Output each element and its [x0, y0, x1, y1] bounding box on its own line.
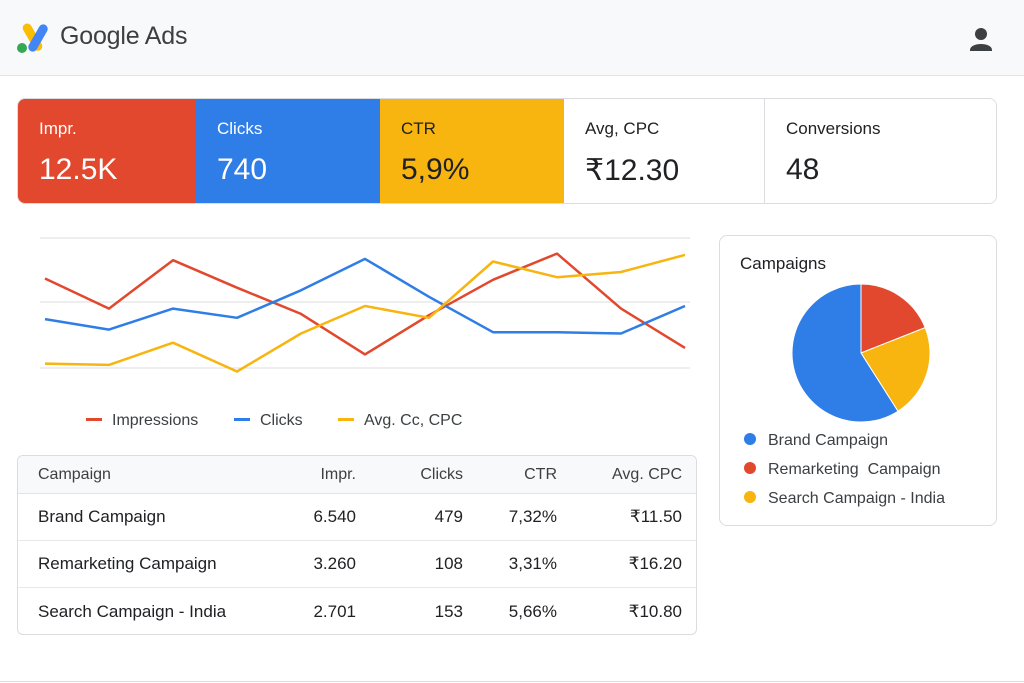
person-icon[interactable]: [964, 22, 998, 56]
legend-swatch: [744, 433, 756, 446]
pie-legend-brand-campaign[interactable]: Brand Campaign: [744, 432, 888, 450]
legend-swatch: [744, 491, 756, 504]
clicks-cell: 153: [434, 601, 463, 621]
clicks-cell: 479: [434, 507, 463, 526]
clicks-cell: 108: [434, 554, 463, 573]
kpi-conversions[interactable]: Conversions 48: [765, 99, 996, 203]
kpi-strip: Impr. 12.5K Clicks 740 CTR 5,9% Avg, CPC…: [17, 98, 997, 204]
kpi-label: Clicks: [217, 119, 263, 138]
top-bar: Google Ads: [0, 0, 1024, 76]
bottom-divider: [0, 681, 1024, 682]
legend-swatch: [86, 417, 102, 421]
legend-swatch: [338, 417, 354, 421]
legend-label: Impressions: [112, 412, 199, 429]
series-line-impressions[interactable]: [44, 252, 686, 356]
kpi-label: Avg, CPC: [585, 119, 660, 138]
pie-slice-brand-campaign[interactable]: [791, 283, 899, 423]
pie-legend-label: Remarketing Campaign: [768, 461, 941, 478]
campaign-name[interactable]: Brand Campaign: [38, 507, 166, 526]
kpi-label: CTR: [401, 119, 436, 138]
kpi-value: 48: [786, 153, 820, 186]
avg-cpc-cell: ₹11.50: [629, 507, 682, 526]
legend-swatch: [234, 417, 250, 421]
pie-slice-remarketing-campaign[interactable]: [860, 283, 926, 354]
kpi-value: 12.5K: [39, 153, 118, 186]
column-header-ctr[interactable]: CTR: [524, 465, 557, 483]
legend-item-clicks[interactable]: Clicks: [234, 412, 303, 430]
pie-legend-search-campaign-india[interactable]: Search Campaign - India: [744, 490, 945, 508]
impressions-cell: 6.540: [313, 507, 356, 526]
impressions-cell: 2.701: [313, 601, 356, 621]
ctr-cell: 5,66%: [508, 601, 557, 621]
kpi-ctr[interactable]: CTR 5,9%: [380, 99, 564, 203]
ctr-cell: 7,32%: [508, 507, 557, 526]
pie-legend-label: Brand Campaign: [768, 432, 889, 449]
kpi-value: 740: [217, 153, 268, 186]
app-title[interactable]: Google Ads: [60, 22, 188, 50]
campaigns-pie-chart: [791, 283, 931, 423]
google-ads-logo-icon[interactable]: [16, 22, 50, 54]
campaign-table: Campaign Impr. Clicks CTR Avg. CPC Brand…: [17, 455, 697, 635]
pie-legend-remarketing-campaign[interactable]: Remarketing Campaign: [744, 461, 941, 479]
table-row[interactable]: Search Campaign - India 2.701 153 5,66% …: [18, 588, 696, 634]
kpi-label: Impr.: [39, 119, 77, 138]
kpi-label: Conversions: [786, 119, 881, 138]
column-header-clicks[interactable]: Clicks: [420, 465, 463, 483]
kpi-value: 5,9%: [401, 153, 470, 186]
avg-cpc-cell: ₹10.80: [628, 601, 682, 621]
column-header-avg-cpc[interactable]: Avg. CPC: [612, 465, 682, 483]
pie-legend-label: Search Campaign - India: [768, 490, 945, 507]
pie-slice-search-campaign-india[interactable]: [860, 326, 931, 412]
table-row[interactable]: Remarketing Campaign 3.260 108 3,31% ₹16…: [18, 541, 696, 588]
legend-label: Avg. Cc, CPC: [364, 412, 463, 429]
avg-cpc-cell: ₹16.20: [628, 554, 682, 573]
pie-title: Campaigns: [740, 254, 826, 273]
legend-item-impressions[interactable]: Impressions: [86, 412, 198, 430]
campaign-name[interactable]: Remarketing Campaign: [38, 554, 217, 573]
kpi-avg-cpc[interactable]: Avg, CPC ₹12.30: [564, 99, 765, 203]
kpi-impressions[interactable]: Impr. 12.5K: [18, 99, 196, 203]
performance-line-chart: [40, 237, 690, 373]
kpi-value: ₹12.30: [585, 154, 680, 187]
table-row[interactable]: Brand Campaign 6.540 479 7,32% ₹11.50: [18, 494, 696, 541]
kpi-clicks[interactable]: Clicks 740: [196, 99, 380, 203]
legend-item-avg-cpc[interactable]: Avg. Cc, CPC: [338, 412, 462, 430]
legend-swatch: [744, 462, 756, 475]
table-header: Campaign Impr. Clicks CTR Avg. CPC: [18, 456, 696, 494]
ctr-cell: 3,31%: [508, 554, 557, 573]
column-header-campaign[interactable]: Campaign: [38, 465, 111, 483]
campaign-name[interactable]: Search Campaign - India: [38, 601, 227, 621]
impressions-cell: 3.260: [313, 554, 356, 573]
column-header-impressions[interactable]: Impr.: [320, 465, 356, 483]
series-line-clicks[interactable]: [44, 257, 686, 335]
legend-label: Clicks: [260, 412, 303, 429]
campaigns-pie-card: Campaigns Brand Campaign Remarketing Cam…: [719, 235, 997, 526]
